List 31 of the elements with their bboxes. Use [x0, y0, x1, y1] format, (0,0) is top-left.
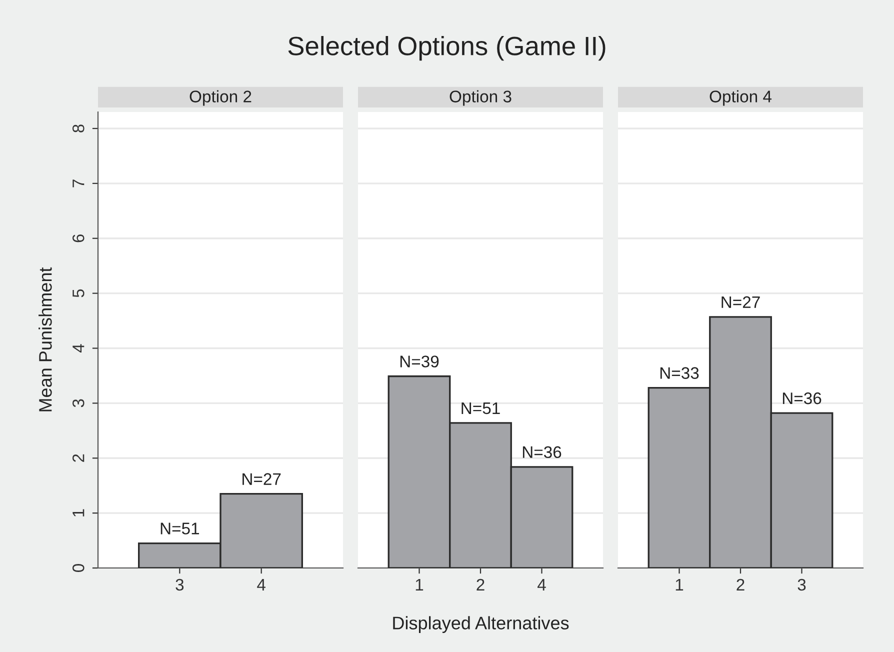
x-axis-title: Displayed Alternatives: [393, 616, 569, 634]
x-tick-label: 1: [416, 579, 424, 590]
x-tick-label: 2: [736, 578, 744, 590]
text: Selected Options (Game II): [288, 36, 606, 61]
annotation: N=33: [660, 367, 699, 379]
y-tick-label: 8: [72, 124, 84, 132]
y-tick-label: 6: [72, 234, 84, 242]
annotation: N=36: [782, 392, 822, 404]
chart-title: Option 2: [190, 90, 252, 106]
y-tick-label: 5: [72, 289, 84, 298]
annotation: N=39: [400, 356, 439, 368]
x-tick-label: 4: [538, 579, 546, 590]
annotation: N=27: [722, 296, 760, 308]
annotation: N=36: [522, 446, 562, 458]
y-tick-label: 2: [72, 454, 84, 462]
x-tick-label: 2: [476, 578, 484, 590]
x-tick-label: 4: [257, 579, 266, 590]
x-tick-label: 1: [676, 579, 684, 590]
x-tick-label: 3: [176, 578, 184, 591]
annotation: N=51: [462, 402, 500, 414]
y-tick-label: 7: [72, 180, 84, 188]
y-tick-label: 3: [72, 399, 84, 408]
y-tick-label: 0: [72, 564, 84, 572]
y-tick-label: 4: [72, 344, 84, 352]
y-axis-title: Mean Punishment: [38, 267, 52, 412]
annotation: N=51: [160, 522, 200, 534]
y-tick-label: 1: [72, 509, 84, 516]
chart-title: Option 4: [710, 90, 772, 106]
annotation: N=27: [242, 473, 281, 485]
x-tick-label: 3: [798, 578, 806, 591]
chart-title: Option 3: [450, 90, 512, 106]
